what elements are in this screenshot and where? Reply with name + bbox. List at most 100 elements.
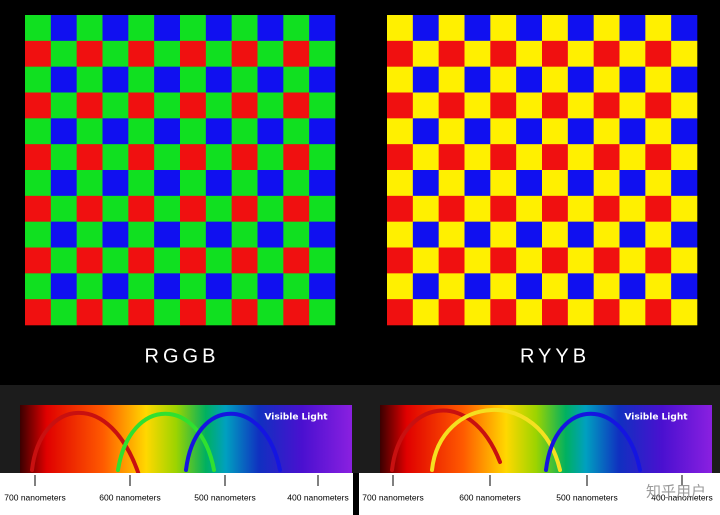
filter-tile <box>619 40 646 67</box>
scale-label: 500 nanometers <box>556 492 617 502</box>
filter-tile <box>128 195 155 222</box>
filter-tile <box>50 170 77 197</box>
filter-tile <box>102 273 129 300</box>
filter-tile <box>154 66 181 93</box>
filter-tile <box>205 66 232 93</box>
filter-tile <box>490 170 517 197</box>
filter-tile <box>50 144 77 171</box>
filter-tile <box>464 66 491 93</box>
filter-tile <box>619 118 646 145</box>
filter-tile <box>25 247 52 274</box>
filter-tile <box>283 40 310 67</box>
filter-tile <box>412 66 439 93</box>
filter-tile <box>567 40 594 67</box>
filter-tile <box>464 92 491 119</box>
filter-tile <box>671 195 698 222</box>
filter-tile <box>180 118 207 145</box>
wavelength-scales: 700 nanometers 600 nanometers 500 nanomete… <box>4 475 713 502</box>
filter-tile <box>231 221 258 248</box>
filter-tile <box>387 15 414 42</box>
filter-tile <box>387 221 414 248</box>
filter-tile <box>309 170 336 197</box>
filter-tile <box>593 40 620 67</box>
filter-tile <box>412 221 439 248</box>
filter-tile <box>50 92 77 119</box>
scale-label: 500 nanometers <box>194 492 255 502</box>
filter-tile <box>180 170 207 197</box>
filter-tile <box>412 118 439 145</box>
filter-tile <box>387 247 414 274</box>
filter-tile <box>567 273 594 300</box>
filter-tile <box>50 247 77 274</box>
filter-tile <box>76 195 103 222</box>
scale-label: 400 nanometers <box>651 492 712 502</box>
yellow-response <box>430 407 562 472</box>
filter-tile <box>671 247 698 274</box>
filter-tile <box>231 15 258 42</box>
filter-tile <box>25 273 52 300</box>
filter-tile <box>464 118 491 145</box>
filter-tile <box>231 40 258 67</box>
filter-tile <box>619 299 646 326</box>
filter-tile <box>102 40 129 67</box>
filter-tile <box>154 40 181 67</box>
filter-tile <box>257 144 284 171</box>
filter-tile <box>231 66 258 93</box>
filter-tile <box>412 92 439 119</box>
filter-tile <box>283 118 310 145</box>
filter-tile <box>619 15 646 42</box>
filter-tile <box>180 66 207 93</box>
filter-tile <box>464 144 491 171</box>
filter-tile <box>387 40 414 67</box>
filter-tile <box>412 170 439 197</box>
filter-tile <box>490 195 517 222</box>
filter-tile <box>516 144 543 171</box>
filter-tile <box>154 195 181 222</box>
filter-tile <box>50 15 77 42</box>
filter-tile <box>542 92 569 119</box>
filter-tile <box>516 66 543 93</box>
filter-tile <box>516 299 543 326</box>
filter-tile <box>50 273 77 300</box>
filter-tile <box>76 66 103 93</box>
filter-tile <box>257 195 284 222</box>
filter-tile <box>154 15 181 42</box>
filter-tile <box>231 170 258 197</box>
filter-tile <box>231 299 258 326</box>
filter-tile <box>671 170 698 197</box>
filter-tile <box>645 92 672 119</box>
green-response <box>116 412 216 472</box>
filter-tile <box>567 92 594 119</box>
filter-tile <box>154 247 181 274</box>
filter-tile <box>490 144 517 171</box>
filter-tile <box>205 118 232 145</box>
filter-tile <box>619 273 646 300</box>
filter-tile <box>438 247 465 274</box>
filter-tile <box>76 273 103 300</box>
filter-tile <box>387 66 414 93</box>
filter-tile <box>516 170 543 197</box>
filter-tile <box>490 92 517 119</box>
filter-tile <box>671 40 698 67</box>
filter-tile <box>205 195 232 222</box>
filter-tile <box>128 170 155 197</box>
filter-tile <box>516 221 543 248</box>
filter-tile <box>283 247 310 274</box>
filter-tile <box>154 118 181 145</box>
filter-tile <box>128 92 155 119</box>
filter-tile <box>102 247 129 274</box>
filter-tile <box>671 221 698 248</box>
filter-tile <box>25 15 52 42</box>
filter-tile <box>180 15 207 42</box>
filter-tile <box>567 195 594 222</box>
filter-tile <box>645 195 672 222</box>
filter-tile <box>25 170 52 197</box>
filter-tile <box>438 221 465 248</box>
filter-tile <box>180 273 207 300</box>
red-response <box>390 408 502 472</box>
filter-tile <box>128 40 155 67</box>
filter-tile <box>516 247 543 274</box>
filter-tile <box>309 15 336 42</box>
filter-tile <box>490 118 517 145</box>
filter-tile <box>257 273 284 300</box>
